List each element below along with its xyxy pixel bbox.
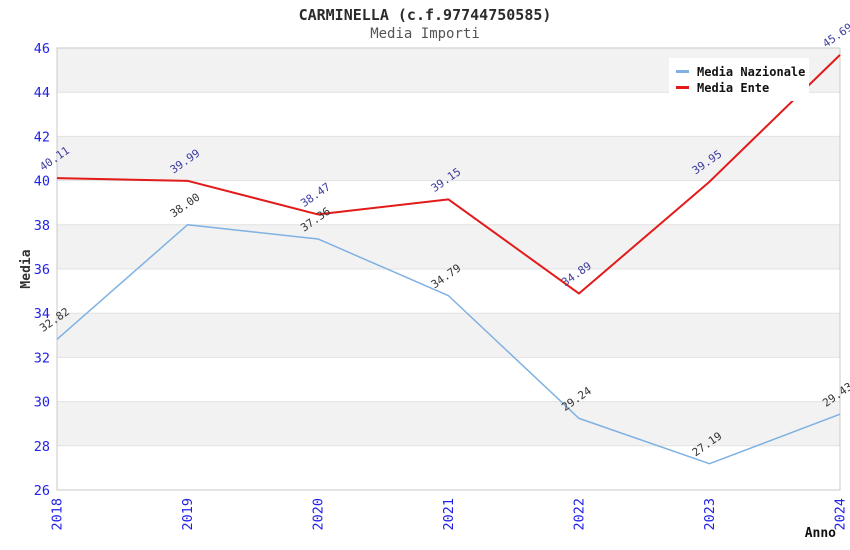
legend-swatch-media-nazionale-icon: [676, 70, 689, 73]
chart-title: CARMINELLA (c.f.97744750585): [298, 6, 552, 24]
svg-text:2020: 2020: [311, 498, 327, 531]
svg-text:44: 44: [34, 85, 50, 101]
svg-text:2018: 2018: [50, 498, 66, 531]
legend-swatch-media-ente-icon: [676, 86, 689, 89]
chart-subtitle: Media Importi: [370, 26, 480, 42]
svg-text:32: 32: [34, 350, 50, 366]
legend-label-media-ente: Media Ente: [697, 80, 770, 95]
legend-label-media-nazionale: Media Nazionale: [697, 64, 806, 79]
svg-text:36: 36: [34, 262, 50, 278]
svg-text:40: 40: [34, 174, 50, 190]
svg-text:30: 30: [34, 395, 50, 411]
legend: Media Nazionale Media Ente: [669, 58, 809, 101]
svg-text:2022: 2022: [572, 498, 588, 531]
svg-text:Media: Media: [19, 249, 34, 288]
svg-text:Anno: Anno: [805, 526, 836, 541]
legend-item-media-nazionale: Media Nazionale: [676, 64, 809, 79]
svg-text:45.69: 45.69: [820, 21, 850, 51]
svg-text:34: 34: [34, 306, 50, 322]
svg-text:2021: 2021: [441, 498, 457, 531]
legend-item-media-ente: Media Ente: [676, 80, 809, 95]
svg-text:2024: 2024: [833, 498, 849, 531]
svg-text:28: 28: [34, 439, 50, 455]
svg-text:26: 26: [34, 483, 50, 499]
svg-text:2023: 2023: [702, 498, 718, 531]
svg-text:46: 46: [34, 41, 50, 57]
svg-text:2019: 2019: [180, 498, 196, 531]
svg-text:42: 42: [34, 129, 50, 145]
svg-text:38: 38: [34, 218, 50, 234]
